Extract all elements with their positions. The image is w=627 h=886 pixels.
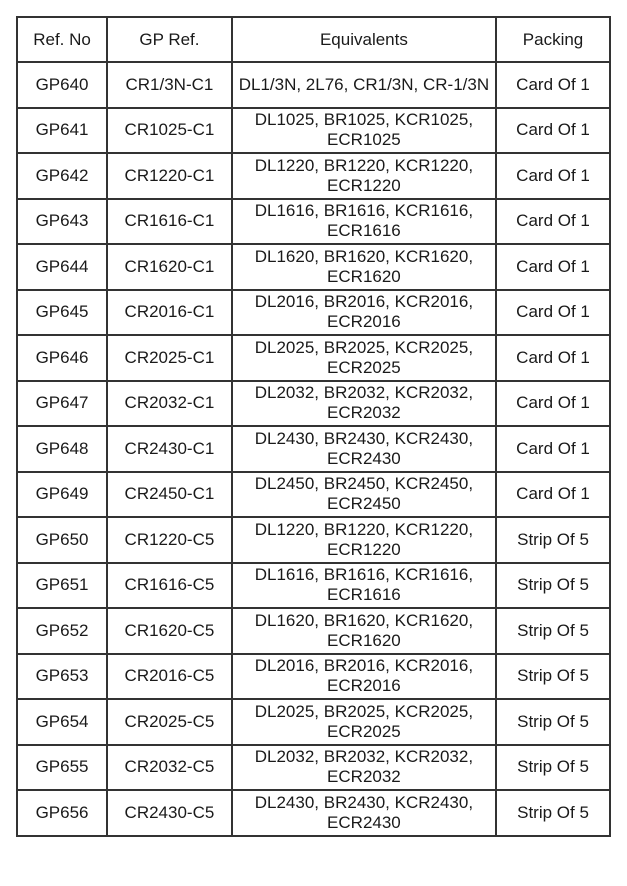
packing-cell: Card Of 1 — [495, 152, 611, 200]
table-row: GP654 CR2025-C5 DL2025, BR2025, KCR2025, E… — [15, 698, 611, 746]
gp-ref-cell: CR1616-C5 — [106, 561, 233, 609]
ref-no-cell: GP644 — [15, 243, 109, 291]
header-row: Ref. No GP Ref. Equivalents Packing — [15, 16, 611, 63]
gp-ref-cell: CR1620-C1 — [106, 243, 233, 291]
table-row: GP640 CR1/3N-C1 DL1/3N, 2L76, CR1/3N, CR-1… — [15, 61, 611, 109]
equivalents-cell: DL1/3N, 2L76, CR1/3N, CR-1/3N — [230, 61, 498, 109]
table-row: GP648 CR2430-C1 DL2430, BR2430, KCR2430, E… — [15, 425, 611, 473]
gp-ref-cell: CR2430-C5 — [106, 789, 233, 837]
packing-cell: Card Of 1 — [495, 197, 611, 245]
packing-cell: Card Of 1 — [495, 288, 611, 336]
packing-cell: Card Of 1 — [495, 106, 611, 154]
table-row: GP643 CR1616-C1 DL1616, BR1616, KCR1616, E… — [15, 197, 611, 245]
ref-no-cell: GP647 — [15, 379, 109, 427]
table-row: GP646 CR2025-C1 DL2025, BR2025, KCR2025, E… — [15, 334, 611, 382]
ref-no-cell: GP649 — [15, 470, 109, 518]
table-row: GP656 CR2430-C5 DL2430, BR2430, KCR2430, E… — [15, 789, 611, 837]
ref-no-cell: GP645 — [15, 288, 109, 336]
header-ref-no: Ref. No — [15, 16, 109, 63]
equivalents-cell: DL1616, BR1616, KCR1616, ECR1616 — [230, 561, 498, 609]
ref-no-cell: GP642 — [15, 152, 109, 200]
gp-ref-cell: CR2450-C1 — [106, 470, 233, 518]
table-row: GP653 CR2016-C5 DL2016, BR2016, KCR2016, E… — [15, 652, 611, 700]
packing-cell: Card Of 1 — [495, 61, 611, 109]
table-row: GP652 CR1620-C5 DL1620, BR1620, KCR1620, E… — [15, 607, 611, 655]
ref-no-cell: GP646 — [15, 334, 109, 382]
header-equivalents: Equivalents — [230, 16, 498, 63]
gp-ref-cell: CR2025-C1 — [106, 334, 233, 382]
equivalents-cell: DL2025, BR2025, KCR2025, ECR2025 — [230, 334, 498, 382]
ref-no-cell: GP653 — [15, 652, 109, 700]
gp-ref-cell: CR2032-C5 — [106, 743, 233, 791]
ref-no-cell: GP652 — [15, 607, 109, 655]
ref-no-cell: GP640 — [15, 61, 109, 109]
gp-ref-cell: CR2032-C1 — [106, 379, 233, 427]
ref-no-cell: GP654 — [15, 698, 109, 746]
gp-ref-cell: CR2430-C1 — [106, 425, 233, 473]
packing-cell: Strip Of 5 — [495, 743, 611, 791]
packing-cell: Strip Of 5 — [495, 607, 611, 655]
ref-no-cell: GP643 — [15, 197, 109, 245]
equivalents-cell: DL2430, BR2430, KCR2430, ECR2430 — [230, 425, 498, 473]
equivalents-cell: DL1220, BR1220, KCR1220, ECR1220 — [230, 516, 498, 564]
equivalents-cell: DL2025, BR2025, KCR2025, ECR2025 — [230, 698, 498, 746]
packing-cell: Card Of 1 — [495, 334, 611, 382]
table-row: GP644 CR1620-C1 DL1620, BR1620, KCR1620, E… — [15, 243, 611, 291]
packing-cell: Card Of 1 — [495, 379, 611, 427]
table-row: GP651 CR1616-C5 DL1616, BR1616, KCR1616, E… — [15, 561, 611, 609]
packing-cell: Strip Of 5 — [495, 516, 611, 564]
table-row: GP645 CR2016-C1 DL2016, BR2016, KCR2016, E… — [15, 288, 611, 336]
equivalents-cell: DL2016, BR2016, KCR2016, ECR2016 — [230, 288, 498, 336]
header-packing: Packing — [495, 16, 611, 63]
table-row: GP655 CR2032-C5 DL2032, BR2032, KCR2032, E… — [15, 743, 611, 791]
packing-cell: Strip Of 5 — [495, 789, 611, 837]
packing-cell: Card Of 1 — [495, 470, 611, 518]
battery-equivalents-table: Ref. No GP Ref. Equivalents Packing GP64… — [15, 16, 611, 837]
equivalents-cell: DL1220, BR1220, KCR1220, ECR1220 — [230, 152, 498, 200]
packing-cell: Card Of 1 — [495, 243, 611, 291]
table-row: GP650 CR1220-C5 DL1220, BR1220, KCR1220, E… — [15, 516, 611, 564]
ref-no-cell: GP641 — [15, 106, 109, 154]
packing-cell: Strip Of 5 — [495, 652, 611, 700]
packing-cell: Strip Of 5 — [495, 561, 611, 609]
ref-no-cell: GP656 — [15, 789, 109, 837]
gp-ref-cell: CR1620-C5 — [106, 607, 233, 655]
gp-ref-cell: CR2025-C5 — [106, 698, 233, 746]
equivalents-cell: DL1620, BR1620, KCR1620, ECR1620 — [230, 607, 498, 655]
ref-no-cell: GP655 — [15, 743, 109, 791]
gp-ref-cell: CR1220-C1 — [106, 152, 233, 200]
equivalents-cell: DL1025, BR1025, KCR1025, ECR1025 — [230, 106, 498, 154]
equivalents-cell: DL2430, BR2430, KCR2430, ECR2430 — [230, 789, 498, 837]
gp-ref-cell: CR1220-C5 — [106, 516, 233, 564]
equivalents-cell: DL2032, BR2032, KCR2032, ECR2032 — [230, 379, 498, 427]
gp-ref-cell: CR2016-C1 — [106, 288, 233, 336]
table-body: GP640 CR1/3N-C1 DL1/3N, 2L76, CR1/3N, CR-1… — [15, 61, 611, 837]
gp-ref-cell: CR1025-C1 — [106, 106, 233, 154]
table-row: GP647 CR2032-C1 DL2032, BR2032, KCR2032, E… — [15, 379, 611, 427]
table-row: GP641 CR1025-C1 DL1025, BR1025, KCR1025, E… — [15, 106, 611, 154]
equivalents-cell: DL2016, BR2016, KCR2016, ECR2016 — [230, 652, 498, 700]
ref-no-cell: GP648 — [15, 425, 109, 473]
gp-ref-cell: CR2016-C5 — [106, 652, 233, 700]
equivalents-cell: DL2450, BR2450, KCR2450, ECR2450 — [230, 470, 498, 518]
equivalents-cell: DL1620, BR1620, KCR1620, ECR1620 — [230, 243, 498, 291]
packing-cell: Strip Of 5 — [495, 698, 611, 746]
packing-cell: Card Of 1 — [495, 425, 611, 473]
gp-ref-cell: CR1616-C1 — [106, 197, 233, 245]
table-row: GP649 CR2450-C1 DL2450, BR2450, KCR2450, E… — [15, 470, 611, 518]
ref-no-cell: GP650 — [15, 516, 109, 564]
gp-ref-cell: CR1/3N-C1 — [106, 61, 233, 109]
ref-no-cell: GP651 — [15, 561, 109, 609]
equivalents-cell: DL2032, BR2032, KCR2032, ECR2032 — [230, 743, 498, 791]
table-row: GP642 CR1220-C1 DL1220, BR1220, KCR1220, E… — [15, 152, 611, 200]
equivalents-cell: DL1616, BR1616, KCR1616, ECR1616 — [230, 197, 498, 245]
header-gp-ref: GP Ref. — [106, 16, 233, 63]
